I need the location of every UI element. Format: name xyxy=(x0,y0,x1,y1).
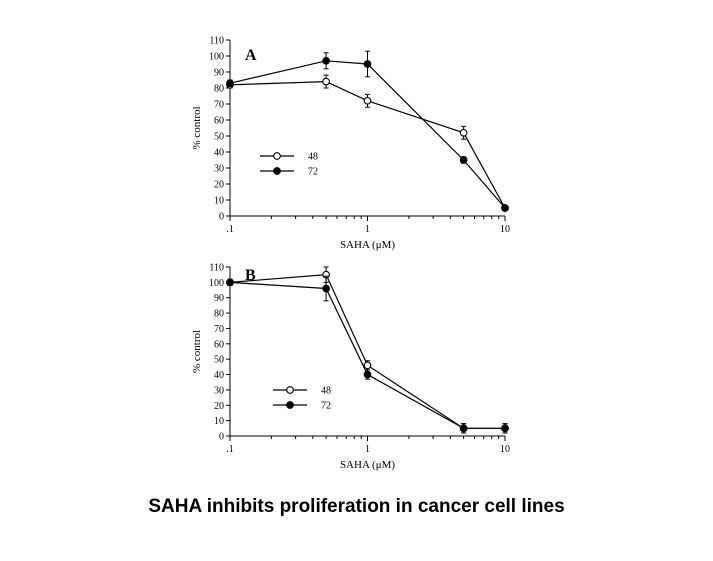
data-point xyxy=(459,128,468,137)
data-point xyxy=(459,424,468,433)
series-72 xyxy=(226,50,509,212)
y-tick-label: 80 xyxy=(214,309,224,320)
y-tick-label: 20 xyxy=(214,401,224,412)
y-tick-label: 30 xyxy=(214,385,224,396)
y-tick-label: 80 xyxy=(214,84,224,95)
legend-label: 48 xyxy=(321,386,331,397)
y-tick-label: 20 xyxy=(214,180,224,191)
x-tick-label: .1 xyxy=(226,444,234,455)
data-point xyxy=(501,204,509,212)
data-point xyxy=(322,77,330,86)
series-72 xyxy=(226,275,509,434)
data-point xyxy=(226,79,234,88)
data-point xyxy=(322,56,330,65)
y-tick-label: 70 xyxy=(214,100,224,111)
panel-label: A xyxy=(245,47,257,64)
y-tick-label: 10 xyxy=(214,416,224,427)
data-point xyxy=(322,284,330,293)
legend-marker xyxy=(286,401,294,409)
series-line xyxy=(229,274,505,429)
data-point xyxy=(363,60,372,68)
y-tick-label: 40 xyxy=(214,148,224,159)
y-tick-label: 30 xyxy=(214,164,224,175)
data-point xyxy=(363,361,372,370)
x-tick-label: 1 xyxy=(365,224,370,235)
x-tick-label: 10 xyxy=(500,444,510,455)
legend-marker xyxy=(286,386,294,394)
y-tick-label: 40 xyxy=(214,370,224,381)
y-tick-label: 110 xyxy=(209,36,224,47)
y-axis-title: % control xyxy=(191,106,203,149)
series-48 xyxy=(226,74,509,212)
x-axis-title: SAHA (μM) xyxy=(340,459,395,471)
y-tick-label: 100 xyxy=(209,278,224,289)
series-48 xyxy=(226,266,509,434)
panel-label: B xyxy=(245,267,256,284)
x-tick-label: 10 xyxy=(500,224,510,235)
y-tick-label: 90 xyxy=(214,293,224,304)
caption: SAHA inhibits proliferation in cancer ce… xyxy=(148,496,565,517)
y-tick-label: 100 xyxy=(209,52,224,63)
y-tick-label: 10 xyxy=(214,196,224,207)
y-tick-label: 90 xyxy=(214,68,224,79)
data-point xyxy=(459,156,468,164)
legend-label: 72 xyxy=(321,401,331,412)
x-tick-label: 1 xyxy=(365,444,370,455)
legend-marker xyxy=(273,152,281,160)
data-point xyxy=(226,278,234,287)
data-point xyxy=(501,424,509,433)
y-tick-label: 60 xyxy=(214,116,224,127)
legend-label: 48 xyxy=(308,152,318,163)
x-tick-label: .1 xyxy=(226,224,234,235)
y-tick-label: 110 xyxy=(209,263,224,274)
legend-label: 72 xyxy=(308,167,318,178)
y-tick-label: 50 xyxy=(214,355,224,366)
y-tick-label: 60 xyxy=(214,339,224,350)
y-tick-label: 0 xyxy=(219,212,224,223)
y-tick-label: 0 xyxy=(219,432,224,443)
legend-marker xyxy=(273,167,281,175)
series-line xyxy=(229,281,505,429)
y-axis-title: % control xyxy=(191,330,203,373)
y-tick-label: 70 xyxy=(214,324,224,335)
y-tick-label: 50 xyxy=(214,132,224,143)
x-axis-title: SAHA (μM) xyxy=(340,239,395,251)
data-point xyxy=(363,370,372,379)
data-point xyxy=(363,96,372,105)
